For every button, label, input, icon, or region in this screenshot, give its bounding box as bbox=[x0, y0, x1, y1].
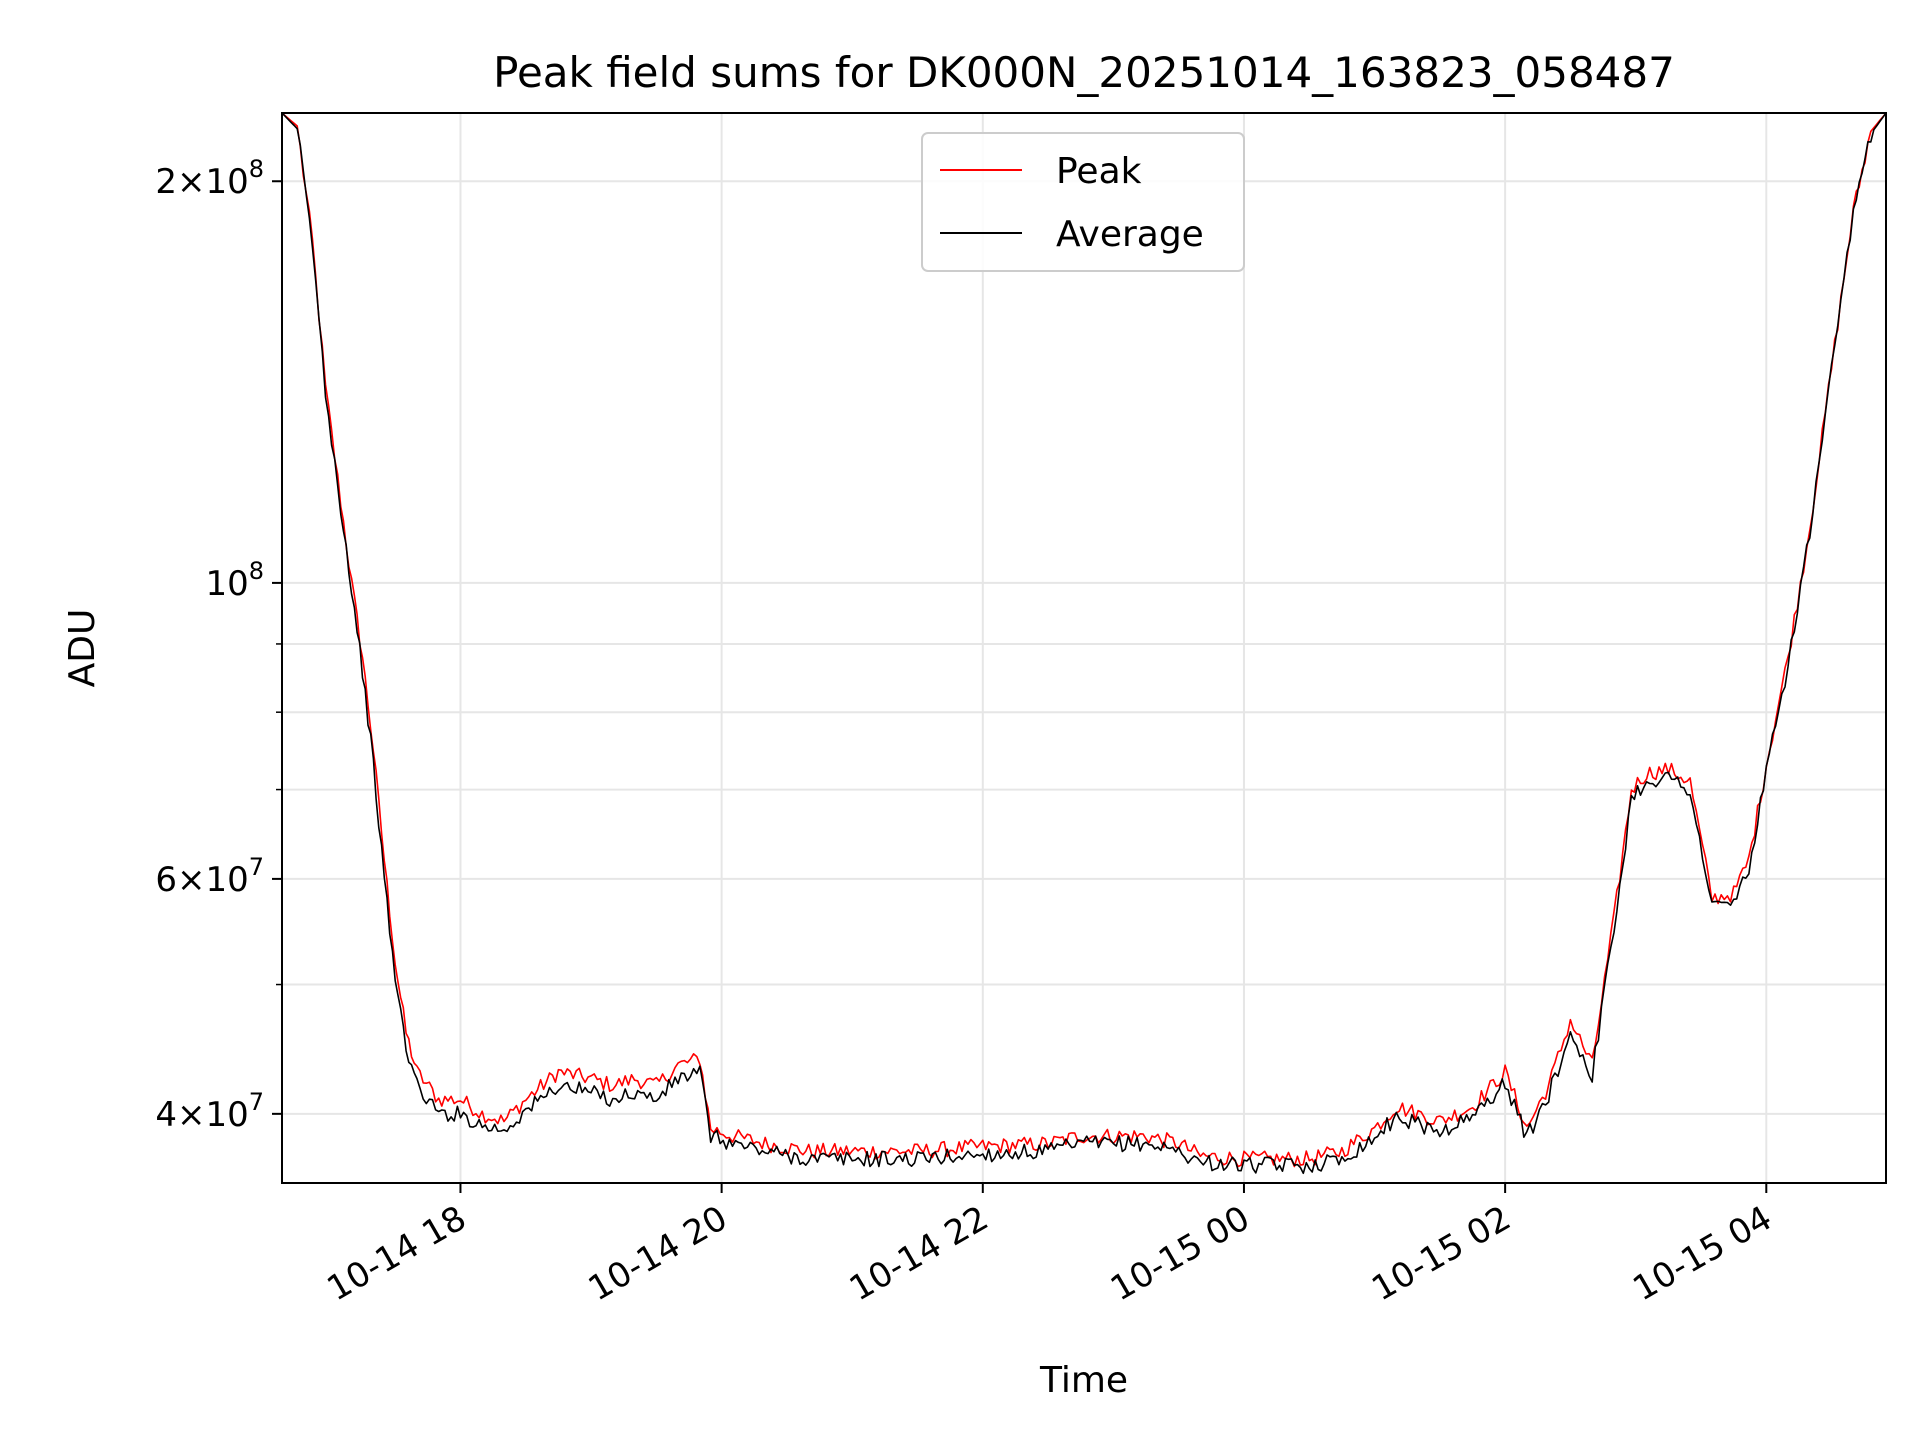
y-axis-label: ADU bbox=[62, 609, 103, 688]
grid bbox=[282, 113, 1886, 1183]
legend-label-peak: Peak bbox=[1056, 151, 1142, 192]
y-tick-label: 108 bbox=[205, 557, 264, 604]
y-tick-label: 2×108 bbox=[155, 155, 264, 202]
legend: Peak Average bbox=[921, 132, 1245, 272]
y-tick-label: 6×107 bbox=[155, 853, 264, 900]
x-axis-label: Time bbox=[1039, 1360, 1128, 1401]
legend-label-average: Average bbox=[1056, 214, 1204, 255]
legend-box bbox=[921, 132, 1245, 272]
y-tick-label: 4×107 bbox=[155, 1088, 264, 1135]
chart-title: Peak field sums for DK000N_20251014_1638… bbox=[493, 48, 1675, 97]
series-layer bbox=[281, 112, 1887, 1175]
axes-frame bbox=[281, 112, 1887, 1184]
series-line-average bbox=[281, 112, 1887, 1175]
